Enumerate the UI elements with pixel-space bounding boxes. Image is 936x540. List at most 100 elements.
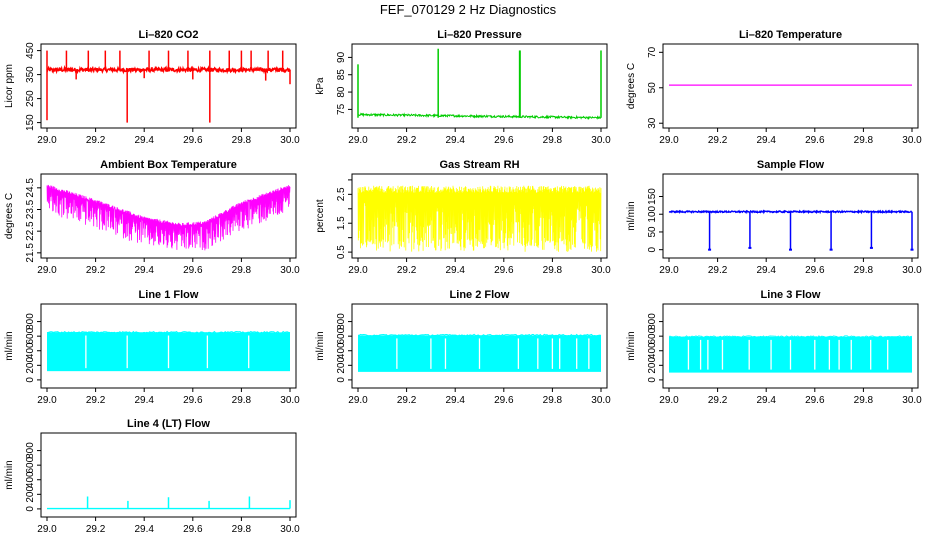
x-tick-label: 29.2	[86, 524, 106, 535]
y-tick-label: 80	[336, 86, 347, 98]
y-tick-label: 800	[25, 442, 36, 459]
x-tick-label: 29.0	[659, 265, 679, 276]
y-tick-label: 800	[647, 313, 658, 330]
x-tick-label: 30.0	[902, 395, 922, 406]
x-tick-label: 30.0	[591, 135, 611, 146]
plot-frame	[662, 43, 919, 129]
x-tick-label: 29.6	[805, 265, 825, 276]
y-tick-label: 400	[336, 342, 347, 359]
panels-container: Li–820 CO2 Licor ppm 29.0 29.2 29.4 29.6 29.8 3…	[4, 29, 922, 535]
plot-frame	[662, 303, 919, 389]
y-tick-label: 400	[25, 471, 36, 488]
flow-edge	[668, 335, 913, 338]
y-tick-label: 22.5	[25, 221, 36, 241]
x-tick-label: 29.8	[854, 265, 874, 276]
y-tick-label: 600	[25, 327, 36, 344]
x-tick-label: 29.4	[756, 135, 776, 146]
x-tick-label: 29.8	[232, 395, 252, 406]
x-tick-label: 29.2	[86, 395, 106, 406]
y-tick-label: 2.5	[336, 187, 347, 201]
y-axis-label: Licor ppm	[4, 64, 15, 108]
x-tick-label: 29.4	[134, 395, 154, 406]
x-tick-label: 29.2	[708, 135, 728, 146]
x-tick-label: 30.0	[280, 135, 300, 146]
chart-title: Line 2 Flow	[450, 289, 510, 301]
y-tick-label: 50	[647, 226, 658, 238]
flow-edge	[46, 330, 291, 334]
y-tick-label: 21.5	[25, 243, 36, 263]
plot-area	[357, 185, 602, 252]
plot-frame	[40, 303, 297, 389]
plot-area	[357, 333, 602, 372]
plot-frame	[351, 303, 608, 389]
chart-panel-9: Line 3 Flow ml/min 29.0 29.2 29.4 29.6 29.8 30.…	[626, 289, 922, 406]
plot-frame	[40, 43, 297, 129]
chart-panel-4: Ambient Box Temperature degrees C 29.0 29.2…	[4, 159, 300, 276]
x-tick-label: 29.0	[37, 265, 57, 276]
x-tick-label: 29.4	[445, 395, 465, 406]
y-axis-label: ml/min	[4, 460, 15, 489]
y-tick-label: 75	[336, 103, 347, 115]
series-line	[357, 112, 602, 121]
x-tick-label: 29.8	[854, 135, 874, 146]
plot-area	[46, 330, 291, 372]
y-axis-label: ml/min	[626, 201, 637, 230]
y-tick-label: 400	[647, 342, 658, 359]
x-tick-label: 29.8	[543, 395, 563, 406]
y-tick-label: 0	[647, 377, 658, 383]
x-tick-label: 30.0	[902, 135, 922, 146]
x-tick-label: 29.0	[348, 395, 368, 406]
plot-area	[47, 496, 291, 510]
y-tick-label: 150	[647, 188, 658, 205]
plot-area	[668, 209, 914, 251]
y-tick-label: 23.5	[25, 199, 36, 219]
y-tick-label: 70	[647, 46, 658, 58]
x-tick-label: 29.4	[134, 524, 154, 535]
chart-title: Gas Stream RH	[439, 159, 519, 171]
y-tick-label: 400	[25, 342, 36, 359]
chart-panel-10: Line 4 (LT) Flow ml/min 29.0 29.2 29.4 29.6 29…	[4, 418, 300, 535]
series-line	[46, 184, 291, 251]
x-tick-label: 29.4	[756, 265, 776, 276]
y-tick-label: 800	[25, 313, 36, 330]
chart-panel-6: Sample Flow ml/min 29.0 29.2 29.4 29.6 29.8 30.…	[626, 159, 922, 276]
y-tick-label: 0	[25, 377, 36, 383]
flow-edge	[357, 333, 602, 337]
chart-title: Line 4 (LT) Flow	[127, 418, 210, 430]
y-axis-label: kPa	[315, 77, 326, 95]
plot-area	[668, 335, 913, 373]
x-tick-label: 29.6	[494, 265, 514, 276]
y-tick-label: 1.5	[336, 216, 347, 230]
y-tick-label: 200	[25, 486, 36, 503]
plot-frame	[40, 432, 297, 518]
x-tick-label: 29.6	[805, 395, 825, 406]
y-tick-label: 800	[336, 313, 347, 330]
chart-panel-8: Line 2 Flow ml/min 29.0 29.2 29.4 29.6 29.8 30.…	[315, 289, 611, 406]
x-tick-label: 29.4	[134, 265, 154, 276]
chart-title: Ambient Box Temperature	[100, 159, 237, 171]
y-axis-label: ml/min	[315, 331, 326, 360]
y-tick-label: 200	[336, 357, 347, 374]
chart-panel-2: Li–820 Pressure kPa 29.0 29.2 29.4 29.6 29.8 30…	[315, 29, 611, 146]
y-tick-label: 600	[25, 456, 36, 473]
plot-area	[46, 184, 291, 251]
plot-frame	[662, 173, 919, 259]
chart-title: Li–820 Temperature	[739, 29, 842, 41]
y-axis-label: percent	[315, 199, 326, 233]
chart-title: Li–820 Pressure	[437, 29, 521, 41]
x-tick-label: 29.6	[183, 395, 203, 406]
x-tick-label: 29.6	[183, 135, 203, 146]
y-tick-label: 200	[25, 357, 36, 374]
x-tick-label: 29.0	[37, 135, 57, 146]
y-axis-label: degrees C	[626, 63, 637, 109]
chart-panel-7: Line 1 Flow ml/min 29.0 29.2 29.4 29.6 29.8 30.…	[4, 289, 300, 406]
x-tick-label: 29.6	[183, 524, 203, 535]
x-tick-label: 29.4	[756, 395, 776, 406]
y-tick-label: 30	[647, 117, 658, 129]
x-tick-label: 29.4	[445, 135, 465, 146]
x-tick-label: 29.0	[659, 395, 679, 406]
y-tick-label: 600	[647, 327, 658, 344]
x-tick-label: 29.6	[183, 265, 203, 276]
x-tick-label: 29.8	[543, 135, 563, 146]
